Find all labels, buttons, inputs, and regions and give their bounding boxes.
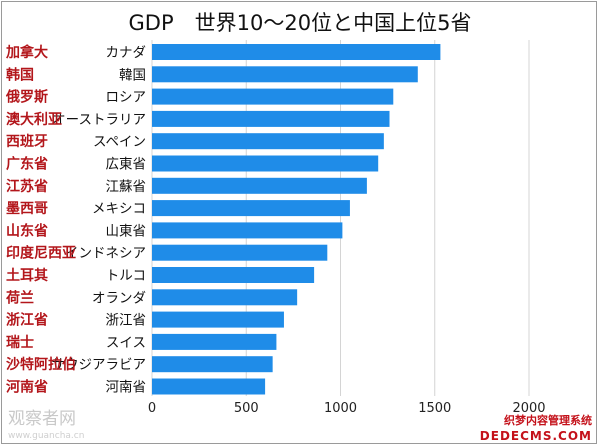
japanese-category-label: カナダ [106,45,147,61]
chinese-category-label: 西班牙 [6,133,48,150]
japanese-category-label: 韓国 [119,67,146,83]
chinese-labels: 加拿大韩国俄罗斯澳大利亚西班牙广东省江苏省墨西哥山东省印度尼西亚土耳其荷兰浙江省… [5,44,76,396]
japanese-category-label: オランダ [92,290,146,306]
chinese-category-label: 瑞士 [6,334,34,351]
japanese-category-label: スイス [106,335,146,351]
japanese-category-label: 江蘇省 [106,179,147,195]
bar [152,88,394,105]
japanese-category-label: インドネシア [65,246,146,262]
japanese-category-label: スペイン [93,134,146,150]
japanese-labels: カナダ韓国ロシアオーストラリアスペイン広東省江蘇省メキシコ山東省インドネシアトル… [52,45,147,396]
bar [152,289,298,306]
japanese-category-label: サウジアラビア [52,357,147,373]
bar [152,200,350,217]
x-axis-ticks: 0 500 1000 1500 2000 [148,401,546,416]
japanese-category-label: 広東省 [106,157,147,173]
bar [152,244,328,261]
watermark-guancha: 观察者网 [8,409,76,429]
japanese-category-label: 河南省 [106,380,147,396]
bar [152,155,379,172]
bar [152,267,315,283]
x-tick-label: 500 [234,401,259,416]
chinese-category-label: 山东省 [6,222,48,239]
bar [152,333,277,350]
chinese-category-label: 沙特阿拉伯 [6,356,76,373]
watermark-dedecms: 织梦内容管理系统 [504,413,592,427]
chinese-category-label: 印度尼西亚 [6,245,76,262]
chinese-category-label: 韩国 [6,66,34,83]
bar [152,356,273,373]
chart-title: GDP 世界10～20位と中国上位5省 [129,11,472,35]
watermark-dedecms-url: DEDECMS.COM [480,429,592,443]
watermark-guancha-url: www.guancha.cn [8,431,84,441]
chinese-category-label: 加拿大 [5,44,48,61]
chinese-category-label: 澳大利亚 [6,111,62,128]
bar [152,177,367,194]
bar [152,311,284,328]
chinese-category-label: 江苏省 [6,178,48,195]
x-tick-label: 1000 [324,401,357,416]
chinese-category-label: 河南省 [6,379,48,396]
chinese-category-label: 土耳其 [6,267,48,284]
japanese-category-label: 浙江省 [106,313,147,329]
x-tick-label: 1500 [418,401,451,416]
chinese-category-label: 广东省 [6,156,48,173]
bar [152,44,441,60]
japanese-category-label: メキシコ [92,201,146,217]
bar [152,66,418,83]
japanese-category-label: 山東省 [106,223,147,239]
bar [152,110,390,127]
japanese-category-label: トルコ [106,268,146,284]
x-tick-label: 2000 [512,401,545,416]
chinese-category-label: 荷兰 [5,289,34,306]
x-tick-label: 0 [148,401,156,416]
bar [152,378,266,395]
japanese-category-label: オーストラリア [52,112,146,128]
japanese-category-label: ロシア [106,90,147,106]
chinese-category-label: 浙江省 [6,312,48,329]
bar [152,222,343,239]
chinese-category-label: 俄罗斯 [5,89,48,106]
bar-group [152,44,441,395]
bar [152,133,384,150]
chinese-category-label: 墨西哥 [6,201,48,217]
